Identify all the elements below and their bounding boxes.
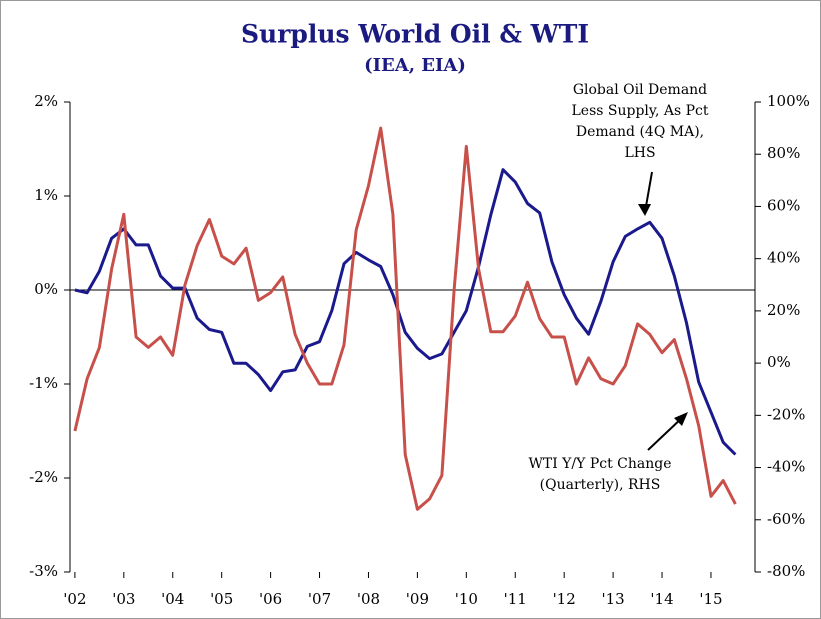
- x-tick-label: '05: [210, 590, 233, 608]
- series-line: [73, 126, 737, 511]
- y2-tick-label: 80%: [767, 144, 800, 162]
- chart-title: Surplus World Oil & WTI: [241, 20, 589, 49]
- y2-tick-label: 40%: [767, 249, 800, 267]
- y-tick-label: 2%: [34, 92, 58, 110]
- x-tick-label: '06: [259, 590, 282, 608]
- x-tick-label: '13: [601, 590, 624, 608]
- y-tick-label: 0%: [34, 280, 58, 298]
- x-tick-label: '11: [504, 590, 527, 608]
- y2-tick-label: 100%: [767, 92, 810, 110]
- annotation: Global Oil Demand: [573, 82, 707, 98]
- x-tick-label: '07: [308, 590, 331, 608]
- y2-tick-label: 0%: [767, 353, 791, 371]
- y-tick-label: -3%: [29, 562, 58, 580]
- annotation: Less Supply, As Pct: [572, 103, 709, 119]
- annotation: LHS: [624, 145, 655, 161]
- arrow-head: [674, 412, 688, 426]
- annotation: (Quarterly), RHS: [540, 477, 661, 493]
- annotation: Demand (4Q MA),: [576, 124, 704, 140]
- y2-tick-label: -20%: [767, 405, 805, 423]
- y2-tick-label: -80%: [767, 562, 805, 580]
- chart-subtitle: (IEA, EIA): [364, 55, 466, 76]
- y2-tick-label: 20%: [767, 301, 800, 319]
- x-tick-label: '09: [406, 590, 429, 608]
- x-tick-label: '08: [357, 590, 380, 608]
- x-tick-label: '10: [455, 590, 478, 608]
- y2-tick-label: -40%: [767, 458, 805, 476]
- x-tick-label: '12: [553, 590, 576, 608]
- annotation: WTI Y/Y Pct Change: [528, 456, 671, 472]
- x-tick-label: '14: [650, 590, 673, 608]
- arrow-head: [638, 204, 651, 216]
- y2-tick-label: -60%: [767, 510, 805, 528]
- x-tick-label: '15: [699, 590, 722, 608]
- y-tick-label: 1%: [34, 186, 58, 204]
- y2-tick-label: 60%: [767, 196, 800, 214]
- y-tick-label: -2%: [29, 468, 58, 486]
- x-tick-label: '02: [63, 590, 86, 608]
- y-tick-label: -1%: [29, 374, 58, 392]
- x-tick-label: '04: [161, 590, 184, 608]
- x-tick-label: '03: [112, 590, 135, 608]
- series-line: [74, 168, 737, 456]
